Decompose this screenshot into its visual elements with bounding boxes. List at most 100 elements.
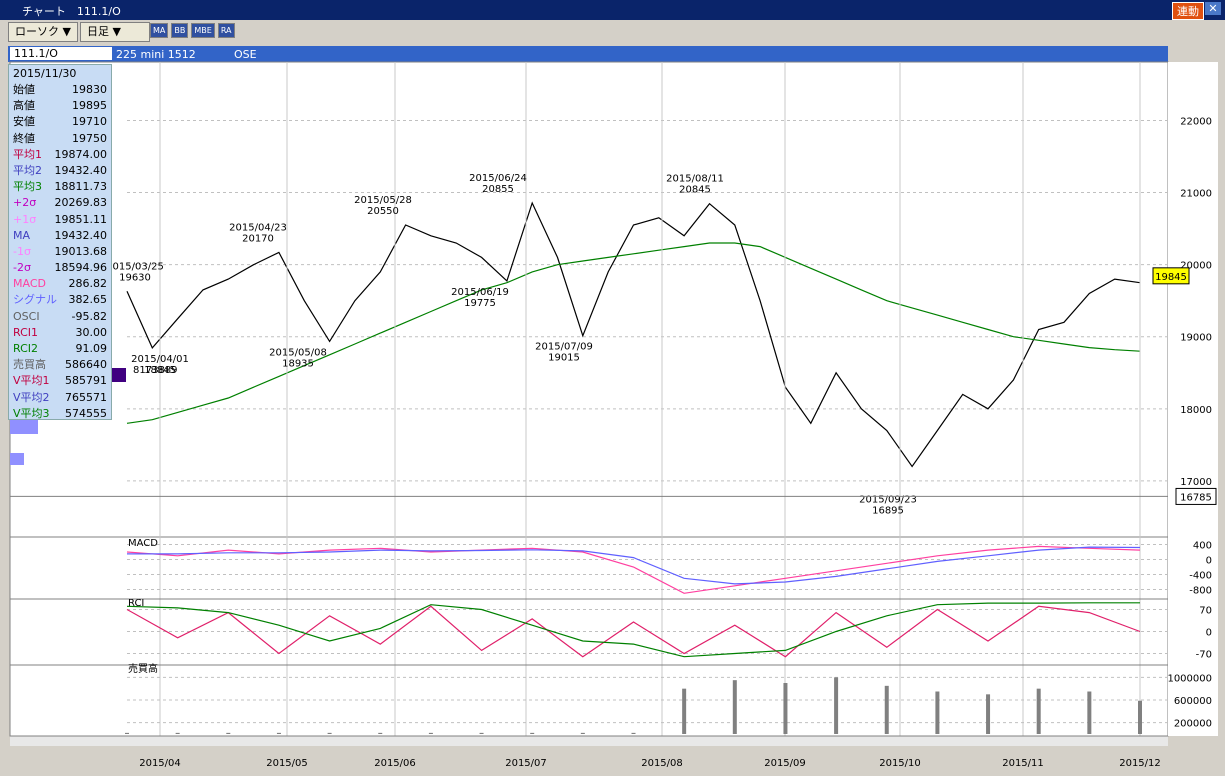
info-value: 574555 [65,406,107,420]
volume-bar [327,732,332,734]
info-value: -95.82 [71,309,107,323]
symbol-bar: 111.1/O 225 mini 1512 OSE [8,46,1168,62]
volume-bar [884,685,889,734]
y-tick-label: 70 [1199,605,1212,616]
x-tick-label: 2015/05 [266,758,308,769]
y-tick-label: 19000 [1180,333,1212,344]
close-button[interactable]: ✕ [1205,2,1221,15]
annotation-value: 20855 [482,184,514,195]
panel-label: MACD [128,538,158,549]
info-label: 終値 [13,131,35,145]
x-tick-label: 2015/09 [764,758,806,769]
x-tick-label: 2015/12 [1119,758,1161,769]
info-panel: 2015/11/30 始値 19830 高値 19895 安値 19710 終値 19750 平… [8,64,112,420]
volume-bar [783,683,788,734]
info-value: 585791 [65,374,107,388]
info-row: -1σ 19013.68 [9,244,111,260]
y-tick-label: 18000 [1180,405,1212,416]
info-label: OSCI [13,309,40,323]
info-row: 売買高 586640 [9,357,111,373]
info-label: +1σ [13,212,37,226]
info-row: -2σ 18594.96 [9,260,111,276]
volume-bar [530,732,535,734]
info-row: +2σ 20269.83 [9,195,111,211]
y-tick-label: 0 [1206,556,1212,567]
volume-bar [226,732,231,734]
toolbar-icons: MA BB MBE RA [150,23,235,38]
annotation-date: 2015/09/23 [859,495,917,506]
y-tick-label: 400 [1193,541,1212,552]
symbol-name: 225 mini 1512 [116,48,196,61]
x-tick-label: 2015/11 [1002,758,1044,769]
y-tick-label: 20000 [1180,261,1212,272]
toolbar-icon: MA [150,23,169,38]
annotation-date: 2015/06/19 [451,287,509,298]
info-value: 30.00 [75,325,108,339]
chart-type: ローソク [15,25,59,38]
last-price: 19845 [1155,272,1187,283]
info-value: 19750 [72,131,107,145]
y-tick-label: 22000 [1180,116,1212,127]
info-row: 終値 19750 [9,131,111,147]
scrollbar[interactable] [10,736,1168,746]
info-value: 19874.00 [54,147,108,161]
y-tick-label: 600000 [1174,696,1212,707]
y-tick-label: 1000000 [1167,673,1212,684]
info-row: 高値 19895 [9,98,111,114]
info-row: 平均3 18811.73 [9,179,111,195]
annotation-value: 20170 [242,233,274,244]
annotation-date: 2015/05/08 [269,347,327,358]
info-label: V平均1 [13,374,50,388]
x-tick-label: 2015/08 [641,758,683,769]
info-label: 平均2 [13,163,42,177]
title-bar: チャート 111.1/O 連動 ✕ [0,0,1225,20]
annotation-value: 19630 [119,272,151,283]
info-value: 19432.40 [54,163,108,177]
info-label: -1σ [13,244,31,258]
annotation-date: 2015/05/28 [354,195,412,206]
axis-background [1168,62,1218,736]
info-label: RCI1 [13,325,39,339]
info-label: -2σ [13,261,31,275]
x-tick-label: 2015/06 [374,758,416,769]
info-label: 売買高 [13,358,46,372]
volume-bar [935,691,940,734]
volume-bar [1138,700,1142,734]
info-value: 18811.73 [54,180,108,194]
period: 日足 [87,25,109,38]
volume-note: 8173889 [133,365,178,376]
chart-type-dropdown[interactable]: ローソク ▼ [8,22,78,42]
volume-bar [428,732,433,734]
y-tick-label: -400 [1189,571,1212,582]
annotation-date: 2015/03/25 [106,261,164,272]
info-date: 2015/11/30 [13,67,77,80]
volume-bar [834,677,839,734]
annotation-date: 2015/08/11 [666,174,724,185]
annotation-date: 2015/07/09 [535,342,593,353]
y-tick-label: -800 [1189,586,1212,597]
info-value: 286.82 [68,277,108,291]
info-label: シグナル [13,293,57,307]
info-label: 始値 [13,83,35,96]
period-dropdown[interactable]: 日足 ▼ [80,22,150,42]
info-label: V平均2 [13,390,50,404]
link-button[interactable]: 連動 [1172,2,1204,20]
info-value: 19710 [72,115,107,129]
info-row: +1σ 19851.11 [9,212,111,228]
volume-bar [1036,688,1041,734]
plot-background [9,61,1169,737]
panel-label: 売買高 [128,662,158,675]
annotation-value: 18845 [144,365,176,376]
toolbar-icon: BB [171,23,189,38]
annotation-date: 2015/06/24 [469,173,527,184]
series-line [126,242,1141,424]
x-tick-label: 2015/07 [505,758,547,769]
info-row: 始値 19830 [9,82,111,98]
series-line [126,605,1141,658]
info-row: V平均1 585791 [9,373,111,389]
info-value: 382.65 [68,293,108,307]
market: OSE [234,48,257,61]
volume-bar [175,732,180,734]
info-label: MA [13,228,31,242]
